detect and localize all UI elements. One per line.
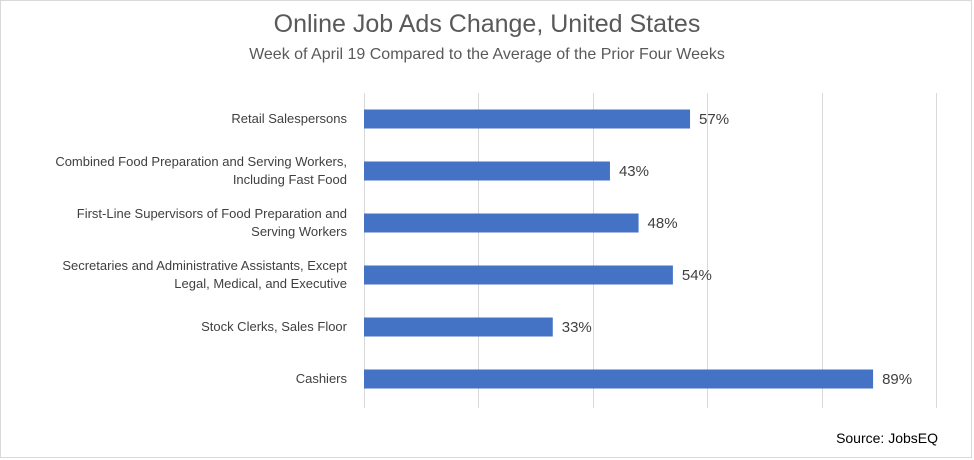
category-labels: Retail Salespersons Combined Food Prepara…	[55, 111, 347, 386]
bar	[364, 317, 553, 337]
bar	[364, 213, 639, 233]
category-label: Cashiers	[296, 371, 348, 386]
bars	[364, 109, 874, 389]
chart-title: Online Job Ads Change, United States	[273, 10, 701, 38]
category-label: Retail Salespersons	[231, 111, 347, 126]
gridlines	[364, 93, 937, 408]
bar	[364, 161, 610, 181]
bar	[364, 265, 673, 285]
data-label: 43%	[619, 163, 649, 180]
category-label: Stock Clerks, Sales Floor	[201, 319, 348, 334]
category-label: First-Line Supervisors of Food Preparati…	[77, 206, 348, 239]
data-label: 89%	[882, 371, 912, 388]
bar	[364, 109, 691, 129]
source-note: Source: JobsEQ	[836, 430, 938, 446]
value-labels: 57% 43% 48% 54% 33% 89%	[562, 111, 912, 388]
chart-subtitle: Week of April 19 Compared to the Average…	[249, 46, 725, 63]
data-label: 54%	[682, 267, 712, 284]
category-label: Combined Food Preparation and Serving Wo…	[55, 154, 347, 187]
data-label: 48%	[648, 215, 678, 232]
data-label: 57%	[699, 111, 729, 128]
bar	[364, 369, 874, 389]
data-label: 33%	[562, 319, 592, 336]
category-label: Secretaries and Administrative Assistant…	[62, 258, 347, 291]
